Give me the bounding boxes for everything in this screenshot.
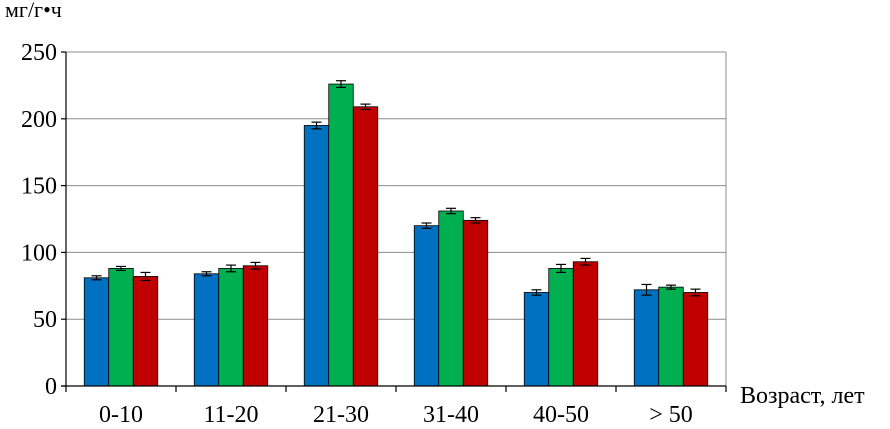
x-tick-labels: 0-10 11-20 21-30 31-40 40-50 > 50	[99, 402, 693, 428]
bar	[303, 125, 330, 387]
bar	[548, 268, 574, 387]
x-tick-label: 0-10	[99, 402, 143, 428]
y-tick-labels: 0 50 100 150 200 250	[21, 40, 57, 400]
gridlines	[66, 51, 726, 320]
bar	[438, 210, 464, 387]
x-tick-label: 31-40	[423, 402, 479, 428]
y-tick-label: 250	[21, 40, 57, 66]
x-tick-label: 11-20	[203, 402, 258, 428]
error-bars	[91, 80, 701, 297]
bar	[462, 219, 489, 387]
bar	[132, 276, 159, 387]
bar	[658, 286, 684, 387]
y-tick-label: 150	[21, 174, 57, 200]
bar	[523, 292, 550, 387]
bar	[413, 225, 440, 387]
y-tick-label: 100	[21, 240, 57, 266]
x-tick-label: 21-30	[313, 402, 369, 428]
bar	[242, 265, 269, 387]
bar	[572, 261, 599, 387]
bar	[328, 83, 354, 387]
x-tick-label: 40-50	[533, 402, 589, 428]
y-tick-label: 200	[21, 107, 57, 133]
y-tick-label: 0	[45, 374, 57, 400]
bar	[682, 292, 709, 387]
x-tick-label: > 50	[649, 402, 693, 428]
x-axis-label: Возраст, лет	[740, 383, 865, 409]
bar	[352, 106, 379, 387]
y-axis-unit-label: мг/г•ч	[5, 0, 62, 22]
bar	[108, 268, 134, 387]
y-tick-label: 50	[33, 307, 57, 333]
bar	[218, 268, 244, 387]
bar	[193, 273, 220, 387]
bars	[83, 83, 709, 387]
bar	[83, 277, 110, 387]
bar	[633, 289, 660, 387]
axes	[61, 51, 727, 392]
